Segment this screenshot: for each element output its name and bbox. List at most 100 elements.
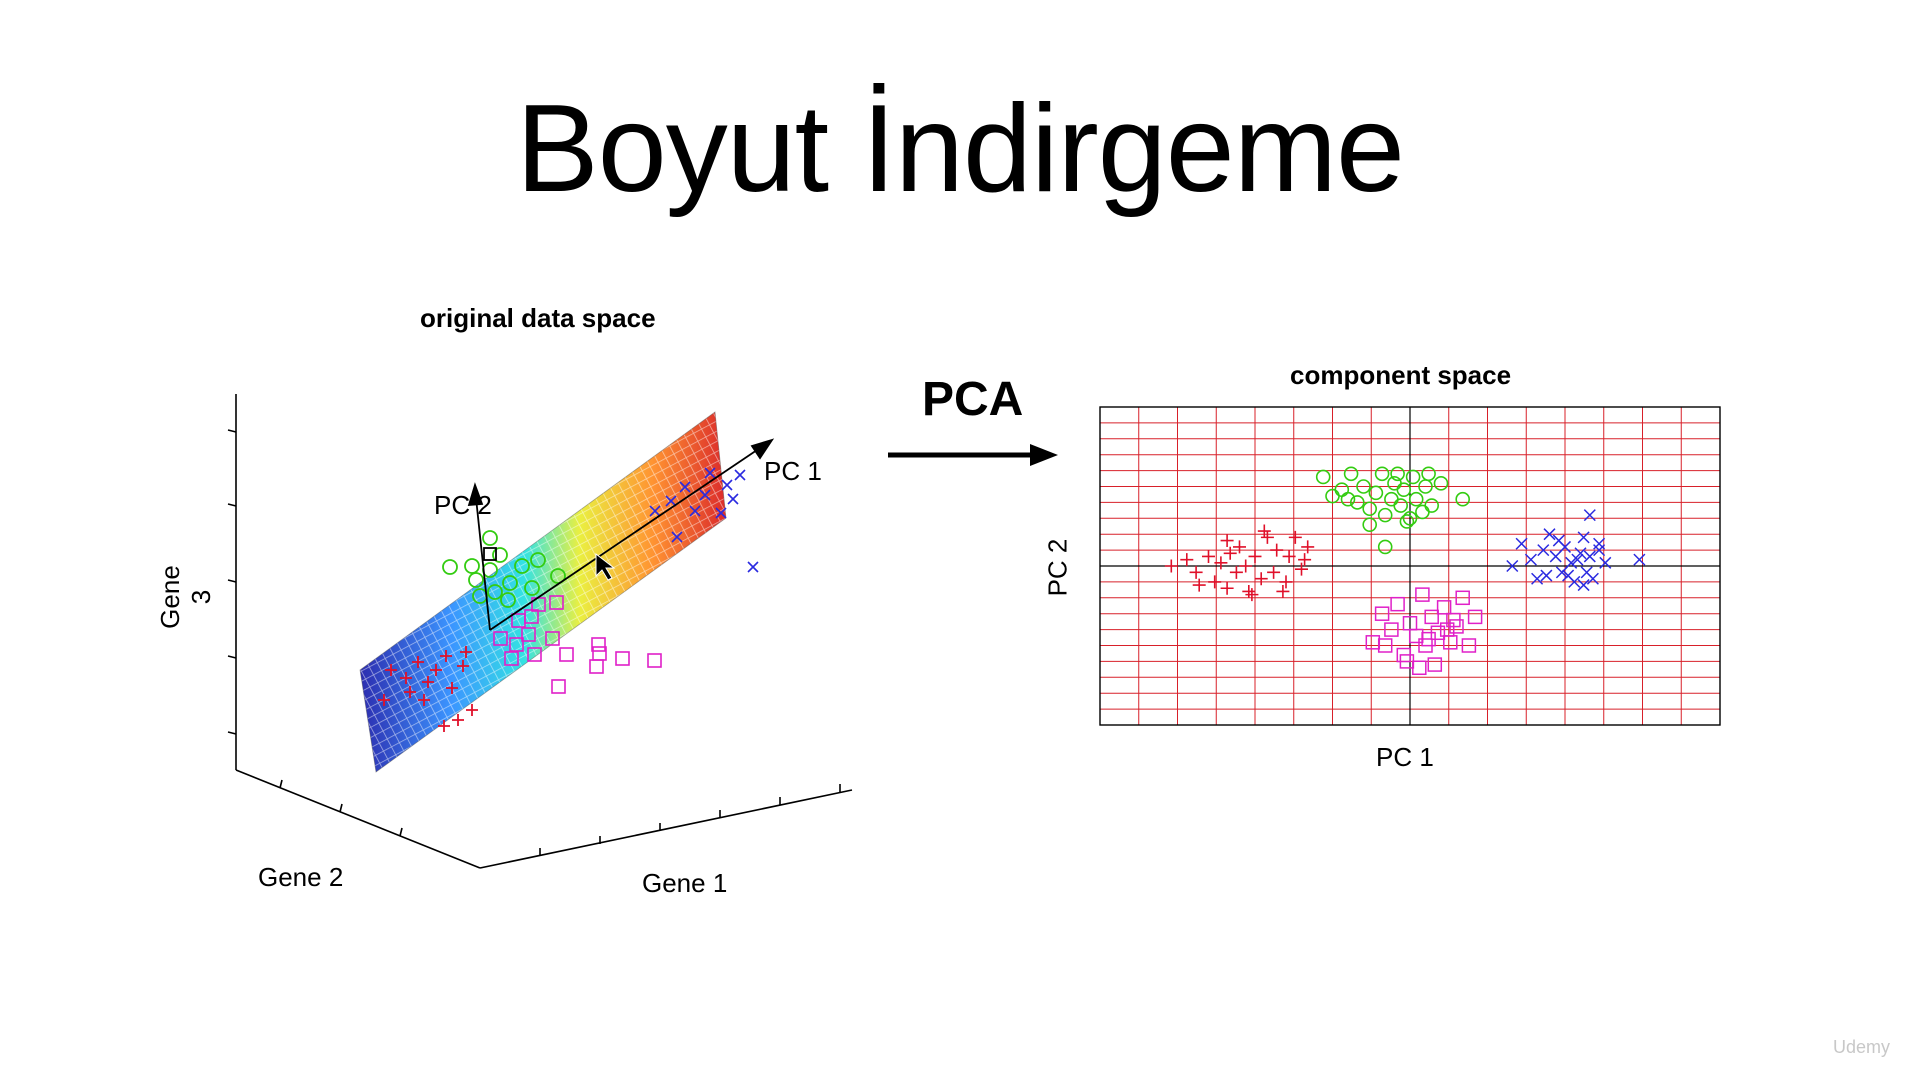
- data-point-square: [1461, 638, 1477, 653]
- data-point-circle: [1377, 539, 1393, 555]
- data-point-x: [1543, 528, 1556, 541]
- data-point-circle: [1415, 504, 1430, 520]
- cluster-red-3d: [378, 646, 478, 732]
- component-space-title: component space: [1290, 360, 1512, 390]
- data-point-x: [1552, 534, 1565, 547]
- cursor-icon: [595, 552, 616, 581]
- 3d-axes: [227, 394, 853, 869]
- data-point-circle: [1362, 517, 1378, 532]
- left-figure-title: original data space: [420, 303, 656, 333]
- component-space-chart: [1099, 406, 1721, 726]
- data-point-x: [1583, 509, 1596, 522]
- data-point-x: [1593, 537, 1606, 550]
- data-point-circle: [1356, 479, 1371, 494]
- data-point-plus: [1270, 543, 1284, 557]
- scatter-points: [1164, 466, 1646, 676]
- data-point-circle: [1402, 511, 1418, 526]
- gene1-axis-label: Gene 1: [642, 868, 728, 898]
- data-point-circle: [1349, 495, 1365, 510]
- data-point-circle: [1343, 466, 1359, 482]
- data-point-circle: [1433, 476, 1449, 491]
- original-data-space-plot: [227, 394, 853, 869]
- data-point-square: [1439, 622, 1455, 637]
- data-point-square: [1467, 609, 1483, 625]
- data-point-plus: [1208, 575, 1222, 589]
- data-point-x: [1571, 553, 1584, 566]
- data-point-plus: [1192, 578, 1206, 592]
- data-point-x: [1562, 569, 1575, 582]
- data-point-plus: [1245, 588, 1259, 602]
- pc2-vector-label: PC 2: [434, 490, 492, 520]
- data-point-circle: [1455, 491, 1471, 507]
- data-point-x: [1599, 556, 1612, 569]
- data-point-plus: [1295, 562, 1308, 576]
- data-point-x: [1531, 572, 1544, 585]
- data-point-x: [1524, 553, 1537, 566]
- x-axis-label: PC 1: [1376, 742, 1434, 772]
- data-point-x: [1574, 547, 1587, 560]
- data-point-circle: [1374, 466, 1390, 482]
- data-point-circle: [1368, 485, 1384, 501]
- data-point-x: [1586, 572, 1599, 585]
- gene2-axis-label: Gene 2: [258, 862, 344, 892]
- data-point-plus: [1288, 530, 1302, 544]
- data-point-square: [1365, 635, 1381, 650]
- data-point-square: [1408, 628, 1424, 644]
- data-point-x: [1540, 569, 1553, 582]
- data-point-x: [1515, 537, 1528, 550]
- transform-arrow: [888, 444, 1058, 466]
- data-point-plus: [1276, 584, 1290, 598]
- data-point-x: [1549, 550, 1562, 563]
- data-point-x: [1577, 531, 1590, 544]
- data-point-circle: [1399, 514, 1415, 529]
- data-point-x: [1583, 550, 1596, 563]
- data-point-square: [1374, 606, 1390, 621]
- data-point-plus: [1260, 530, 1274, 544]
- gene3-axis-label: Gene 3: [155, 565, 216, 629]
- plot-frame: [1099, 406, 1721, 726]
- data-point-plus: [1220, 534, 1234, 548]
- data-point-square: [1399, 654, 1415, 669]
- data-point-circle: [1393, 498, 1409, 513]
- data-point-plus: [1220, 581, 1234, 595]
- data-point-x: [1555, 566, 1568, 579]
- data-point-plus: [1239, 559, 1253, 573]
- data-point-circle: [1408, 491, 1424, 507]
- data-point-circle: [1334, 482, 1350, 497]
- data-point-plus: [1248, 549, 1262, 563]
- data-point-plus: [1164, 559, 1178, 573]
- data-point-circle: [1362, 501, 1378, 517]
- data-point-plus: [1229, 565, 1243, 579]
- data-point-square: [1415, 587, 1430, 602]
- data-point-circle: [1390, 466, 1405, 482]
- data-point-x: [1633, 553, 1646, 566]
- data-point-circle: [1315, 469, 1331, 485]
- data-point-circle: [1424, 498, 1440, 513]
- data-point-plus: [1242, 584, 1256, 598]
- data-point-plus: [1301, 540, 1315, 554]
- y-axis-label: PC 2: [1042, 538, 1073, 597]
- data-point-square: [1455, 590, 1470, 606]
- pca-label: PCA: [922, 373, 1024, 426]
- principal-plane: [359, 411, 727, 773]
- data-point-circle: [1340, 491, 1356, 507]
- data-point-x: [1577, 579, 1590, 592]
- data-point-x: [1506, 559, 1519, 573]
- data-point-square: [1390, 596, 1405, 612]
- data-point-plus: [1279, 575, 1293, 589]
- data-point-plus: [1223, 546, 1237, 560]
- pc-vectors: [467, 438, 775, 631]
- data-point-plus: [1233, 540, 1246, 554]
- cluster-blue-3d: [649, 467, 759, 573]
- data-point-plus: [1189, 565, 1203, 579]
- data-point-circle: [1377, 507, 1393, 523]
- data-point-square: [1377, 638, 1393, 653]
- data-point-circle: [1384, 491, 1399, 507]
- data-point-square: [1443, 635, 1458, 650]
- data-point-square: [1384, 622, 1399, 637]
- data-point-plus: [1180, 553, 1194, 567]
- data-point-plus: [1298, 553, 1312, 567]
- data-point-plus: [1282, 549, 1296, 563]
- udemy-watermark: Udemy: [1832, 1037, 1890, 1057]
- slide-title: Boyut İndirgeme: [516, 80, 1405, 218]
